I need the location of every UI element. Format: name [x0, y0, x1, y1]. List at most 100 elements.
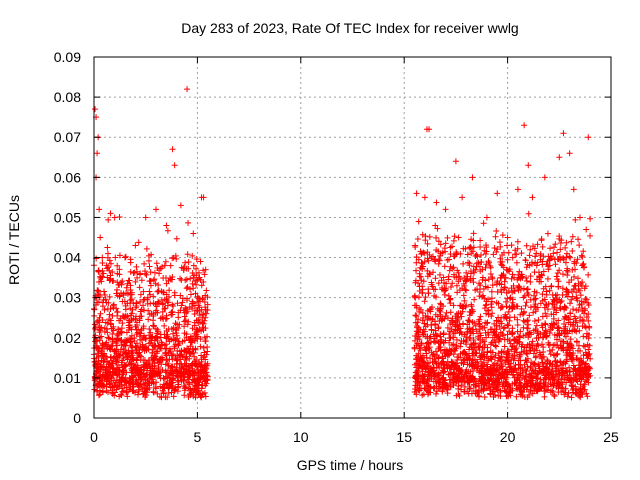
- data-point: [163, 312, 170, 319]
- data-point: [414, 236, 421, 243]
- data-point: [550, 382, 557, 389]
- data-point: [122, 254, 129, 261]
- data-point: [523, 299, 530, 306]
- data-point: [571, 258, 578, 265]
- data-point: [101, 288, 108, 295]
- data-point: [575, 306, 582, 313]
- data-point: [541, 296, 548, 303]
- data-point: [546, 287, 553, 294]
- data-point: [529, 338, 536, 345]
- data-point: [165, 335, 172, 342]
- data-point: [124, 280, 131, 287]
- data-point: [579, 391, 586, 398]
- data-point: [462, 368, 469, 375]
- data-point: [104, 329, 111, 336]
- data-point: [570, 374, 577, 381]
- data-point: [143, 347, 150, 354]
- data-point: [557, 246, 564, 253]
- data-point: [413, 352, 420, 359]
- data-point: [526, 312, 533, 319]
- data-point: [437, 313, 444, 320]
- data-point: [155, 299, 162, 306]
- data-point: [181, 337, 188, 344]
- data-point: [155, 328, 162, 335]
- data-point: [147, 282, 154, 289]
- data-point: [169, 301, 176, 308]
- data-point: [575, 236, 582, 243]
- data-point: [100, 296, 107, 303]
- data-point: [493, 371, 500, 378]
- data-point: [95, 317, 102, 324]
- data-point: [126, 319, 133, 326]
- data-point: [411, 302, 418, 309]
- data-point: [551, 341, 558, 348]
- data-point: [515, 275, 522, 282]
- data-point: [412, 312, 419, 319]
- data-point: [466, 262, 473, 269]
- data-point: [132, 362, 139, 369]
- data-point: [521, 292, 528, 299]
- data-point: [457, 250, 464, 257]
- data-point: [529, 194, 536, 201]
- data-point: [501, 370, 508, 377]
- data-point: [416, 273, 423, 280]
- data-point: [524, 325, 531, 332]
- data-point: [138, 277, 145, 284]
- data-point: [422, 312, 429, 319]
- data-point: [190, 349, 197, 356]
- data-point: [190, 285, 197, 292]
- data-point: [191, 338, 198, 345]
- data-point: [509, 343, 516, 350]
- data-point: [170, 393, 177, 400]
- data-point: [497, 243, 504, 250]
- data-point: [122, 362, 129, 369]
- data-point: [169, 308, 176, 315]
- data-point: [433, 333, 440, 340]
- data-point: [182, 318, 189, 325]
- data-point: [425, 339, 432, 346]
- data-point: [553, 336, 560, 343]
- data-point: [547, 351, 554, 358]
- data-point: [424, 240, 431, 247]
- data-point: [435, 380, 442, 387]
- data-point: [554, 270, 561, 277]
- data-point: [150, 343, 157, 350]
- data-point: [153, 334, 160, 341]
- data-point: [125, 277, 132, 284]
- data-point: [143, 360, 150, 367]
- data-point: [482, 302, 489, 309]
- data-point: [424, 255, 431, 262]
- data-point: [419, 290, 426, 297]
- data-point: [428, 322, 435, 329]
- data-point: [568, 277, 575, 284]
- data-point: [483, 334, 490, 341]
- data-point: [147, 269, 154, 276]
- data-point: [511, 288, 518, 295]
- data-point: [522, 357, 529, 364]
- data-point: [457, 329, 464, 336]
- data-point: [187, 371, 194, 378]
- data-point: [463, 287, 470, 294]
- data-point: [199, 311, 206, 318]
- data-point: [418, 251, 425, 258]
- data-point: [584, 363, 591, 370]
- data-point: [587, 355, 594, 362]
- data-point: [169, 377, 176, 384]
- data-point: [455, 310, 462, 317]
- data-point: [95, 392, 102, 399]
- data-point: [582, 378, 589, 385]
- data-point: [189, 252, 196, 259]
- data-point: [557, 299, 564, 306]
- grid: [94, 57, 611, 418]
- data-point: [566, 150, 573, 157]
- data-point: [446, 339, 453, 346]
- data-point: [93, 365, 100, 372]
- data-point: [559, 338, 566, 345]
- data-point: [126, 322, 133, 329]
- data-point: [548, 283, 555, 290]
- data-point: [539, 291, 546, 298]
- data-point: [448, 359, 455, 366]
- data-point: [574, 256, 581, 263]
- data-point: [119, 374, 126, 381]
- data-point: [466, 356, 473, 363]
